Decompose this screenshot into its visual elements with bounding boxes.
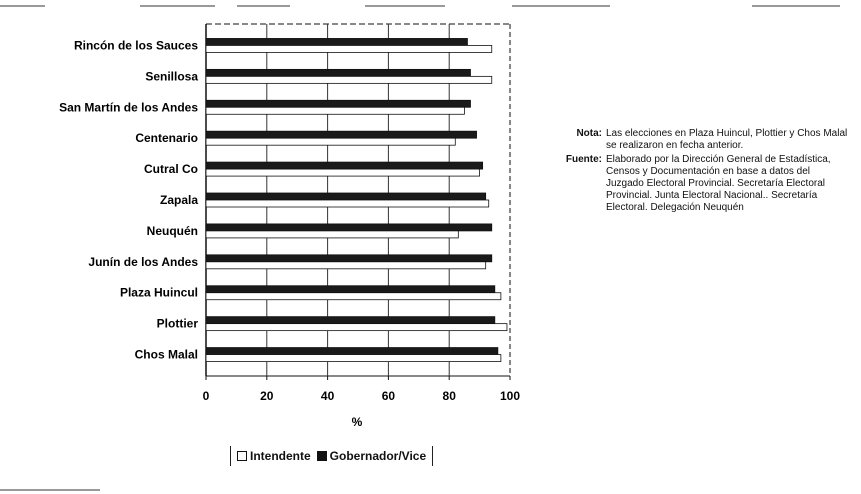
decorative-top-rules (0, 5, 840, 491)
note-label: Nota: (576, 128, 602, 139)
bar-intendente (205, 106, 465, 115)
x-tick-label: 80 (443, 389, 457, 403)
bar-gobernador (205, 347, 499, 355)
bar-intendente (205, 230, 459, 239)
x-tick-label: 20 (260, 389, 274, 403)
bar-gobernador (205, 285, 496, 294)
bar-gobernador (205, 99, 471, 108)
legend-item-intendente: Intendente (237, 449, 311, 463)
bar-intendente (205, 75, 493, 84)
bar-intendente (205, 292, 502, 301)
bar-intendente (205, 261, 487, 270)
category-label: Plaza Huincul (120, 286, 198, 300)
bar-intendente (205, 137, 456, 146)
legend: Intendente Gobernador/Vice (230, 446, 434, 466)
legend-label-gobernador: Gobernador/Vice (329, 449, 427, 463)
legend-label-intendente: Intendente (250, 449, 311, 463)
x-tick-labels: 0 20 40 60 80 100 (203, 376, 520, 403)
x-tick-label: 100 (500, 389, 520, 403)
x-axis-label: % (352, 415, 363, 429)
source-label: Fuente: (565, 154, 602, 165)
bars (205, 38, 508, 362)
legend-item-gobernador: Gobernador/Vice (316, 449, 427, 463)
x-tick-label: 40 (321, 389, 335, 403)
bar-intendente (205, 354, 502, 362)
x-tick-label: 0 (203, 389, 210, 403)
legend-swatch-dark (316, 451, 327, 461)
bar-gobernador (205, 192, 487, 201)
bar-gobernador (205, 223, 493, 232)
category-label: San Martín de los Andes (59, 100, 198, 114)
category-label: Rincón de los Sauces (74, 38, 198, 52)
bar-gobernador (205, 161, 484, 170)
bar-gobernador (205, 254, 493, 263)
bar-intendente (205, 168, 481, 177)
category-label: Junín de los Andes (88, 255, 198, 269)
bar-intendente (205, 323, 508, 332)
note-row: Nota: Las elecciones en Plaza Huincul, P… (560, 128, 850, 152)
category-label: Centenario (135, 131, 198, 145)
source-row: Fuente: Elaborado por la Dirección Gener… (560, 154, 850, 214)
category-label: Senillosa (145, 69, 198, 83)
category-label: Cutral Co (144, 162, 198, 176)
category-label: Neuquén (147, 224, 198, 238)
bar-gobernador (205, 68, 471, 77)
x-tick-label: 60 (382, 389, 396, 403)
legend-swatch-white (237, 451, 247, 461)
category-label: Zapala (160, 193, 198, 207)
category-label: Plottier (157, 317, 199, 331)
category-labels: Rincón de los Sauces Senillosa San Martín … (59, 38, 198, 361)
bar-gobernador (205, 130, 477, 139)
bar-gobernador (205, 316, 496, 325)
bar-intendente (205, 45, 493, 53)
source-text: Elaborado por la Dirección General de Es… (606, 154, 831, 213)
note-text: Las elecciones en Plaza Huincul, Plottie… (606, 128, 848, 151)
notes-block: Nota: Las elecciones en Plaza Huincul, P… (560, 128, 850, 216)
bar-intendente (205, 199, 490, 208)
bar-gobernador (205, 38, 468, 46)
category-label: Chos Malal (135, 348, 198, 362)
